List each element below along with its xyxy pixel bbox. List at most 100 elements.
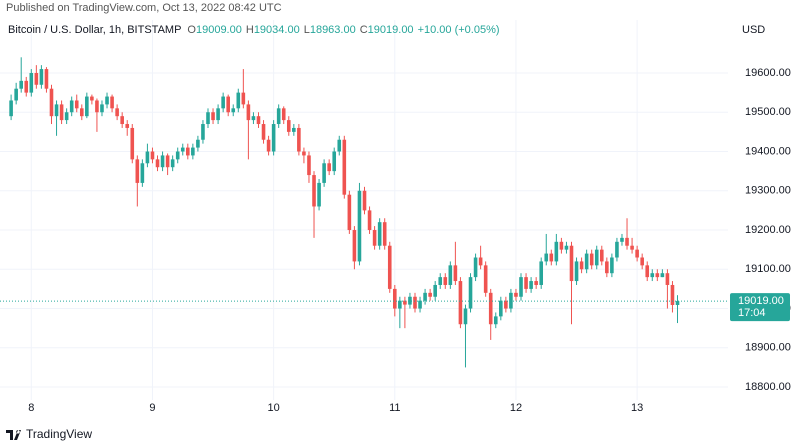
candle-body — [105, 96, 109, 105]
candle-body — [251, 116, 256, 121]
candle-body — [615, 241, 619, 258]
candle-body — [483, 265, 488, 293]
candle-body — [201, 124, 205, 140]
candle-body — [529, 281, 533, 289]
y-tick-label: 18900.00 — [745, 342, 791, 354]
candle-body — [534, 281, 538, 285]
candle-body — [85, 96, 89, 117]
symbol: Bitcoin / U.S. Dollar, 1h, BITSTAMP — [8, 24, 181, 36]
candle-body — [180, 147, 185, 152]
candle-body — [271, 124, 276, 152]
candle-body — [236, 92, 241, 109]
last-price-tag — [730, 293, 790, 322]
candle-body — [140, 163, 145, 183]
candle-body — [297, 127, 301, 152]
candle-body — [453, 265, 458, 282]
candle-body — [499, 300, 503, 317]
candle-body — [317, 182, 321, 207]
candle-body — [110, 96, 114, 109]
candle-body — [519, 277, 523, 297]
candle-body — [362, 190, 367, 211]
footer-brand: TradingView — [26, 427, 92, 441]
candle-body — [276, 108, 281, 125]
countdown: 17:04 — [738, 307, 766, 319]
candle-body — [332, 151, 337, 172]
candle-body — [655, 273, 660, 278]
candle-body — [579, 261, 584, 270]
candle-body — [650, 273, 655, 278]
candle-body — [175, 151, 180, 160]
candle-body — [150, 151, 155, 160]
candle-body — [443, 277, 448, 285]
candle-body — [473, 257, 478, 278]
candle-body — [670, 284, 675, 305]
candle-body — [605, 261, 609, 274]
candle-body — [559, 241, 564, 250]
candle-body — [468, 277, 473, 309]
candle-body — [160, 155, 165, 168]
candle-body — [645, 265, 650, 278]
candle-body — [403, 300, 407, 305]
candle-body — [377, 222, 382, 246]
candles — [9, 57, 680, 368]
candle-body — [413, 296, 417, 309]
candle-body — [54, 104, 59, 117]
candle-body — [433, 284, 437, 297]
legend-value: 18963.00 — [310, 24, 356, 36]
last-price-label: 19019.00 — [738, 295, 784, 307]
x-tick-label: 8 — [28, 402, 34, 414]
candle-body — [675, 301, 680, 305]
candle-body — [524, 277, 528, 289]
candle-body — [170, 159, 175, 168]
candle-body — [191, 147, 195, 156]
candle-body — [292, 127, 296, 132]
candle-body — [9, 100, 13, 117]
candle-body — [120, 116, 124, 125]
candle-body — [221, 96, 225, 109]
candle-body — [357, 190, 362, 262]
y-tick-label: 19500.00 — [745, 106, 791, 118]
candle-body — [610, 257, 614, 274]
y-tick-label: 19600.00 — [745, 67, 791, 79]
candle-body — [408, 296, 412, 305]
legend-key: H — [246, 24, 254, 36]
candle-body — [79, 108, 84, 117]
x-tick-label: 9 — [149, 402, 155, 414]
candle-body — [286, 120, 291, 132]
x-tick-label: 10 — [268, 402, 280, 414]
candle-body — [488, 292, 493, 325]
x-tick-label: 13 — [631, 402, 643, 414]
candle-body — [95, 100, 99, 113]
candle-body — [49, 88, 54, 117]
candle-body — [448, 265, 453, 285]
candle-body — [398, 300, 402, 309]
candle-body — [115, 108, 119, 117]
candle-body — [584, 253, 589, 270]
candle-body — [418, 300, 422, 309]
candle-body — [423, 292, 427, 301]
candle-body — [458, 281, 463, 325]
footer-logo — [6, 430, 21, 440]
y-tick-label: 19400.00 — [745, 145, 791, 157]
legend-value: 19034.00 — [254, 24, 300, 36]
legend: Bitcoin / U.S. Dollar, 1h, BITSTAMP O1900… — [8, 24, 500, 36]
candle-body — [352, 230, 357, 262]
candle-body — [165, 155, 170, 168]
candle-body — [281, 108, 286, 121]
candle-body — [241, 92, 246, 105]
candle-body — [594, 249, 599, 266]
ohlc: O19009.00 H19034.00 L18963.00 C19019.00 +10.… — [187, 24, 499, 36]
candle-body — [34, 72, 39, 85]
candle-body — [564, 245, 569, 250]
candle-body — [549, 253, 554, 262]
candle-body — [620, 237, 624, 242]
candle-body — [130, 127, 135, 160]
candle-body — [337, 139, 342, 152]
candle-body — [569, 245, 574, 282]
legend-value: 19009.00 — [196, 24, 242, 36]
candle-body — [307, 155, 311, 176]
y-tick-label: 18800.00 — [745, 381, 791, 393]
candle-body — [312, 175, 316, 207]
candle-body — [428, 292, 432, 297]
